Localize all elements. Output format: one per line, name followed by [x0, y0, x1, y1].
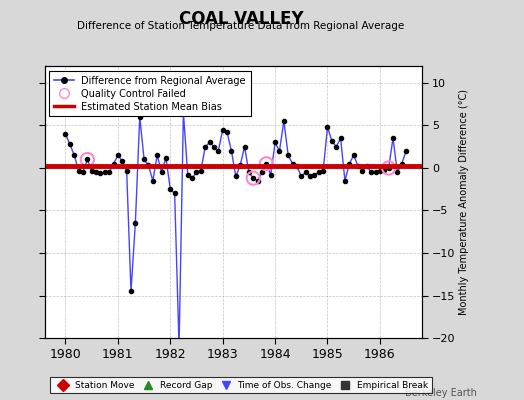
Point — [267, 172, 275, 178]
Point — [323, 124, 332, 130]
Point — [144, 162, 152, 169]
Legend: Difference from Regional Average, Quality Control Failed, Estimated Station Mean: Difference from Regional Average, Qualit… — [49, 71, 251, 116]
Point — [123, 167, 131, 174]
Point — [345, 160, 354, 167]
Point — [385, 165, 393, 171]
Point — [153, 152, 161, 158]
Point — [393, 169, 401, 176]
Point — [254, 178, 262, 184]
Point — [249, 175, 257, 181]
Point — [192, 169, 201, 176]
Point — [297, 173, 305, 180]
Point — [402, 148, 410, 154]
Point — [385, 165, 393, 171]
Point — [314, 169, 323, 176]
Point — [262, 160, 270, 167]
Point — [88, 168, 96, 174]
Point — [66, 141, 74, 147]
Point — [223, 129, 231, 136]
Point — [127, 288, 135, 294]
Point — [341, 178, 349, 184]
Point — [175, 343, 183, 350]
Point — [131, 220, 139, 226]
Point — [166, 186, 174, 192]
Point — [105, 169, 113, 176]
Point — [227, 148, 236, 154]
Point — [61, 131, 70, 137]
Point — [258, 169, 266, 176]
Text: Difference of Station Temperature Data from Regional Average: Difference of Station Temperature Data f… — [78, 21, 405, 31]
Point — [363, 163, 371, 170]
Point — [354, 163, 362, 170]
Point — [170, 190, 179, 197]
Point — [219, 126, 227, 133]
Point — [136, 114, 144, 120]
Point — [183, 172, 192, 178]
Point — [83, 156, 92, 163]
Point — [70, 152, 79, 158]
Point — [245, 169, 253, 176]
Point — [350, 152, 358, 158]
Point — [310, 172, 319, 178]
Point — [328, 138, 336, 144]
Point — [398, 160, 406, 167]
Point — [101, 169, 109, 176]
Point — [332, 144, 341, 150]
Point — [118, 158, 126, 164]
Point — [271, 139, 279, 146]
Point — [301, 169, 310, 176]
Text: COAL VALLEY: COAL VALLEY — [179, 10, 303, 28]
Point — [140, 156, 148, 163]
Point — [188, 175, 196, 181]
Point — [288, 160, 297, 167]
Point — [336, 135, 345, 142]
Point — [293, 163, 301, 170]
Point — [74, 167, 83, 174]
Point — [306, 173, 314, 180]
Point — [372, 169, 380, 176]
Point — [210, 144, 218, 150]
Point — [205, 139, 214, 146]
Point — [232, 173, 240, 180]
Point — [358, 167, 367, 174]
Point — [96, 170, 105, 176]
Point — [157, 169, 166, 176]
Point — [376, 167, 384, 174]
Point — [196, 167, 205, 174]
Point — [389, 135, 397, 142]
Point — [241, 144, 249, 150]
Point — [175, 343, 183, 350]
Point — [367, 169, 375, 176]
Point — [149, 178, 157, 184]
Y-axis label: Monthly Temperature Anomaly Difference (°C): Monthly Temperature Anomaly Difference (… — [458, 89, 468, 315]
Legend: Station Move, Record Gap, Time of Obs. Change, Empirical Break: Station Move, Record Gap, Time of Obs. C… — [50, 377, 432, 394]
Text: Berkeley Earth: Berkeley Earth — [405, 388, 477, 398]
Point — [380, 166, 388, 173]
Point — [83, 156, 92, 163]
Point — [162, 154, 170, 161]
Point — [284, 152, 292, 158]
Point — [275, 148, 283, 154]
Point — [79, 169, 87, 176]
Point — [249, 175, 257, 181]
Point — [319, 167, 328, 174]
Point — [110, 160, 118, 167]
Point — [236, 162, 244, 169]
Point — [179, 110, 188, 116]
Point — [114, 152, 122, 158]
Point — [201, 144, 210, 150]
Point — [92, 169, 100, 176]
Point — [280, 118, 288, 124]
Point — [262, 160, 270, 167]
Point — [214, 148, 223, 154]
